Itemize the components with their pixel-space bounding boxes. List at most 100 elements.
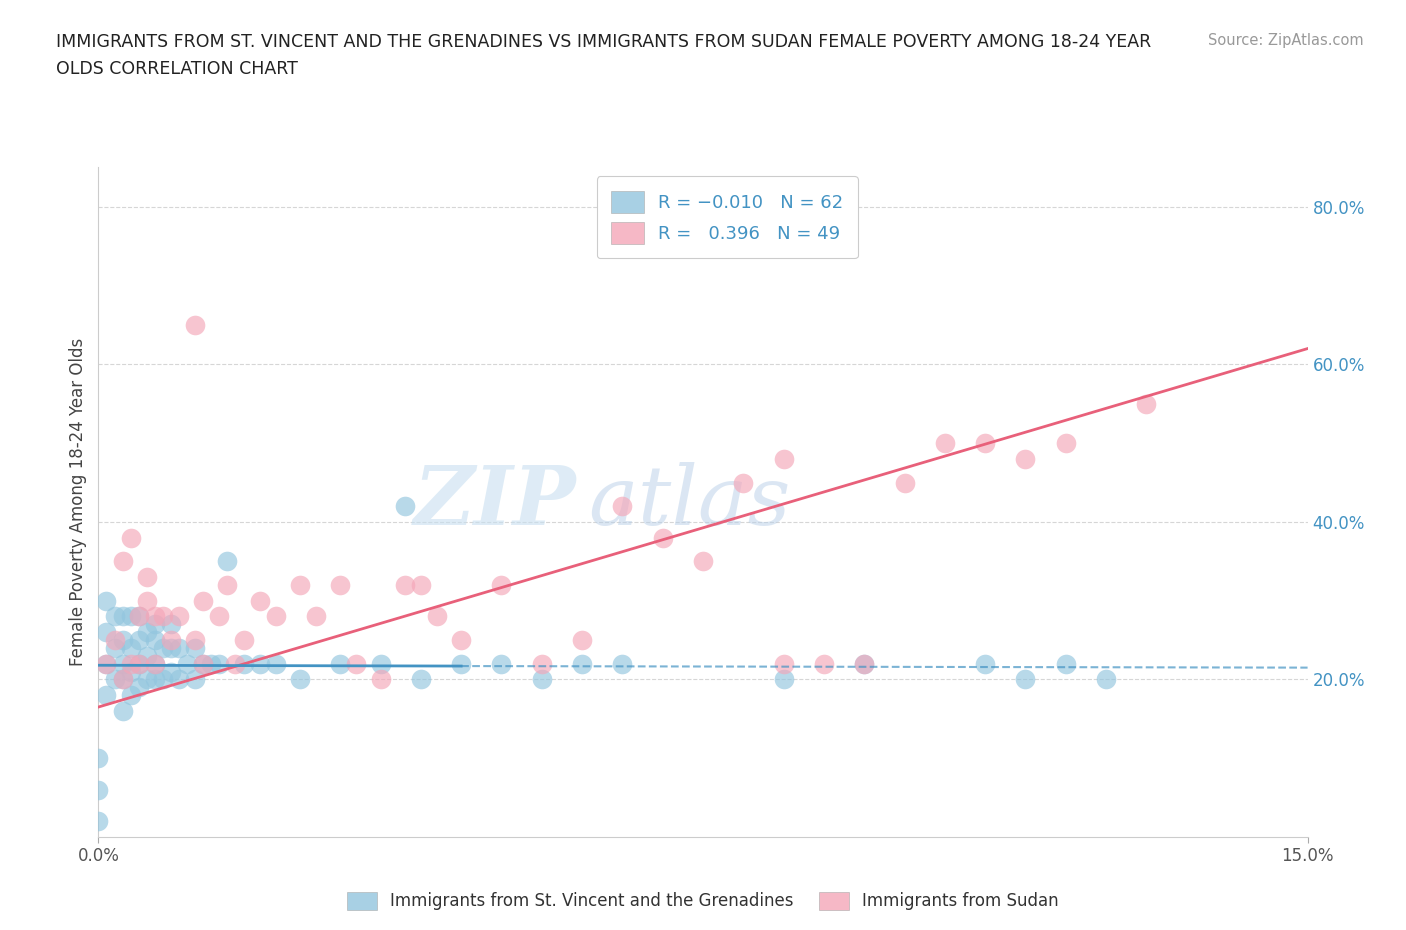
Point <box>128 680 150 695</box>
Point <box>200 657 222 671</box>
Point <box>571 632 593 647</box>
Y-axis label: Female Poverty Among 18-24 Year Olds: Female Poverty Among 18-24 Year Olds <box>69 339 87 666</box>
Point <box>208 657 231 671</box>
Point <box>103 609 125 624</box>
Point <box>224 657 246 671</box>
Point <box>193 593 215 608</box>
Point <box>143 609 166 624</box>
Point <box>612 657 634 671</box>
Point <box>160 632 183 647</box>
Point <box>111 703 134 718</box>
Point <box>1014 451 1036 466</box>
Point <box>128 609 150 624</box>
Point <box>167 672 190 687</box>
Point <box>193 657 215 671</box>
Point <box>329 657 352 671</box>
Text: OLDS CORRELATION CHART: OLDS CORRELATION CHART <box>56 60 298 78</box>
Point <box>772 657 794 671</box>
Point <box>120 641 142 656</box>
Point <box>249 593 271 608</box>
Point <box>370 672 392 687</box>
Legend: Immigrants from St. Vincent and the Grenadines, Immigrants from Sudan: Immigrants from St. Vincent and the Gren… <box>340 885 1066 917</box>
Point <box>176 657 198 671</box>
Point <box>733 475 755 490</box>
Point <box>394 578 416 592</box>
Point <box>232 632 254 647</box>
Point <box>1054 435 1077 450</box>
Text: atlas: atlas <box>588 462 790 542</box>
Point <box>111 672 134 687</box>
Point <box>305 609 328 624</box>
Point <box>853 657 876 671</box>
Point <box>128 609 150 624</box>
Point <box>120 688 142 703</box>
Point <box>184 672 207 687</box>
Point <box>184 632 207 647</box>
Point <box>167 609 190 624</box>
Point <box>232 657 254 671</box>
Point <box>103 632 125 647</box>
Point <box>491 578 513 592</box>
Point <box>120 530 142 545</box>
Point <box>491 657 513 671</box>
Point <box>143 617 166 631</box>
Point <box>160 664 183 679</box>
Point <box>264 657 287 671</box>
Point <box>135 648 157 663</box>
Point <box>103 641 125 656</box>
Point <box>409 578 432 592</box>
Point <box>167 641 190 656</box>
Point <box>152 672 174 687</box>
Point <box>893 475 915 490</box>
Point <box>530 657 553 671</box>
Point <box>120 664 142 679</box>
Point <box>249 657 271 671</box>
Point <box>135 672 157 687</box>
Point <box>160 617 183 631</box>
Point <box>96 657 118 671</box>
Point <box>813 657 835 671</box>
Point <box>111 657 134 671</box>
Point <box>934 435 956 450</box>
Point <box>264 609 287 624</box>
Point <box>394 498 416 513</box>
Point <box>193 657 215 671</box>
Point <box>329 578 352 592</box>
Point <box>184 641 207 656</box>
Point <box>450 657 472 671</box>
Point <box>571 657 593 671</box>
Point <box>135 625 157 640</box>
Point <box>96 657 118 671</box>
Point <box>111 632 134 647</box>
Point <box>288 672 311 687</box>
Point <box>651 530 673 545</box>
Point <box>87 814 110 829</box>
Point <box>1095 672 1118 687</box>
Point <box>143 632 166 647</box>
Point <box>128 657 150 671</box>
Text: Source: ZipAtlas.com: Source: ZipAtlas.com <box>1208 33 1364 47</box>
Point <box>1135 396 1157 411</box>
Point <box>612 498 634 513</box>
Point <box>135 569 157 584</box>
Point <box>87 751 110 765</box>
Point <box>217 578 239 592</box>
Point <box>135 593 157 608</box>
Point <box>111 609 134 624</box>
Point <box>409 672 432 687</box>
Text: ZIP: ZIP <box>413 462 576 542</box>
Point <box>1014 672 1036 687</box>
Point <box>217 554 239 569</box>
Point <box>87 782 110 797</box>
Point <box>772 672 794 687</box>
Point <box>96 625 118 640</box>
Point <box>530 672 553 687</box>
Point <box>288 578 311 592</box>
Point <box>974 435 997 450</box>
Point <box>143 657 166 671</box>
Point <box>853 657 876 671</box>
Point <box>96 688 118 703</box>
Point <box>120 609 142 624</box>
Point <box>143 657 166 671</box>
Point <box>426 609 449 624</box>
